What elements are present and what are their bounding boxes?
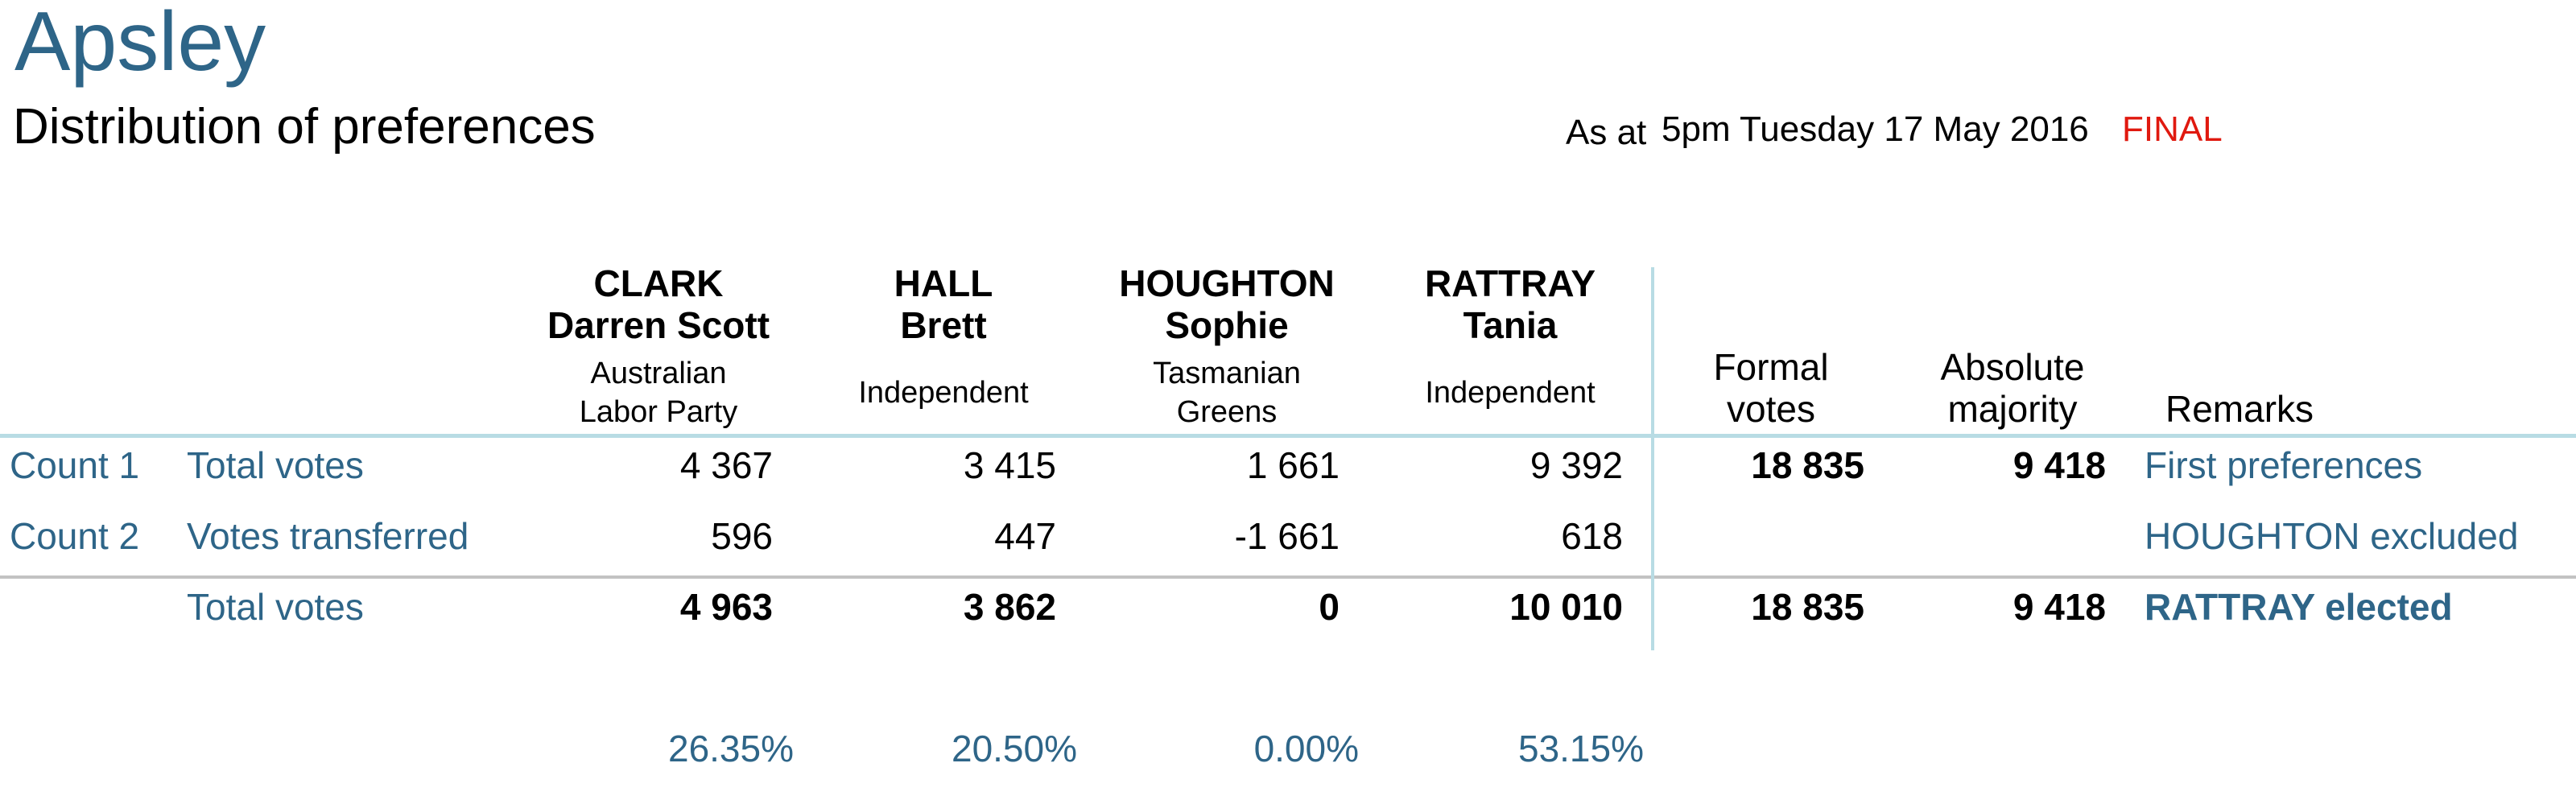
- vote-value-rattray: 10 010: [1509, 586, 1623, 628]
- party-line2: Independent: [858, 376, 1029, 410]
- vote-value-rattray: 9 392: [1530, 444, 1623, 486]
- vote-value-houghton: 1 661: [1246, 444, 1340, 486]
- vote-value-houghton: -1 661: [1234, 515, 1340, 557]
- candidate-given-name: Darren Scott: [547, 304, 770, 346]
- total-divider: [0, 575, 2576, 579]
- percentage-clark: 26.35%: [667, 728, 794, 769]
- page-title: Apsley: [14, 0, 266, 89]
- count-label: Count 2: [10, 515, 140, 557]
- candidate-surname: CLARK: [593, 262, 724, 304]
- absolute-majority-header: Absolute majority: [1924, 346, 2101, 430]
- party-line1: Australian: [590, 357, 727, 390]
- party-line2: Labor Party: [579, 395, 738, 429]
- column-divider: [1651, 267, 1654, 650]
- vote-value-hall: 447: [994, 515, 1056, 557]
- party-line1: Tasmanian: [1153, 357, 1301, 390]
- vote-value-clark: 596: [711, 515, 773, 557]
- as-at-timestamp: 5pm Tuesday 17 May 2016: [1662, 109, 2089, 149]
- remark: RATTRAY elected: [2145, 586, 2453, 628]
- page-subtitle: Distribution of preferences: [13, 99, 596, 155]
- remark: First preferences: [2145, 444, 2423, 486]
- party-line2: Greens: [1176, 395, 1278, 429]
- formal-votes-header: Formal votes: [1690, 346, 1852, 430]
- candidate-header-clark: CLARK Darren Scott: [522, 262, 795, 346]
- vote-value-rattray: 618: [1561, 515, 1623, 557]
- header-line1: Formal: [1713, 346, 1829, 388]
- vote-value-clark: 4 963: [679, 586, 773, 628]
- vote-value-hall: 3 415: [963, 444, 1056, 486]
- candidate-surname: HALL: [894, 262, 993, 304]
- remark: HOUGHTON excluded: [2145, 515, 2519, 557]
- row-label: Votes transferred: [187, 515, 469, 557]
- percentage-rattray: 53.15%: [1517, 728, 1644, 769]
- candidate-given-name: Brett: [900, 304, 987, 346]
- party-line2: Independent: [1425, 376, 1596, 410]
- candidate-given-name: Sophie: [1165, 304, 1289, 346]
- count-label: Count 1: [10, 444, 140, 486]
- absolute-majority-value: 9 418: [2013, 444, 2106, 486]
- candidate-party-houghton: Tasmanian Greens: [1090, 354, 1364, 431]
- formal-votes-value: 18 835: [1751, 444, 1864, 486]
- as-at-label: As at: [1566, 113, 1647, 152]
- candidate-surname: RATTRAY: [1424, 262, 1596, 304]
- candidate-given-name: Tania: [1463, 304, 1558, 346]
- vote-value-clark: 4 367: [679, 444, 773, 486]
- row-label: Total votes: [187, 444, 364, 486]
- header-divider: [0, 434, 2576, 438]
- formal-votes-value: 18 835: [1751, 586, 1864, 628]
- candidate-header-hall: HALL Brett: [807, 262, 1080, 346]
- percentage-houghton: 0.00%: [1253, 728, 1359, 769]
- vote-value-houghton: 0: [1319, 586, 1340, 628]
- row-label: Total votes: [187, 586, 364, 628]
- candidate-header-houghton: HOUGHTON Sophie: [1090, 262, 1364, 346]
- candidate-party-clark: Australian Labor Party: [522, 354, 795, 431]
- header-line2: majority: [1947, 388, 2078, 430]
- remarks-header: Remarks: [2165, 388, 2314, 430]
- status-badge: FINAL: [2122, 109, 2223, 149]
- candidate-surname: HOUGHTON: [1119, 262, 1335, 304]
- percentage-hall: 20.50%: [951, 728, 1077, 769]
- absolute-majority-value: 9 418: [2013, 586, 2106, 628]
- header-line1: Absolute: [1940, 346, 2085, 388]
- header-line2: votes: [1727, 388, 1815, 430]
- candidate-party-rattray: Independent: [1373, 373, 1647, 412]
- vote-value-hall: 3 862: [963, 586, 1056, 628]
- candidate-party-hall: Independent: [807, 373, 1080, 412]
- candidate-header-rattray: RATTRAY Tania: [1373, 262, 1647, 346]
